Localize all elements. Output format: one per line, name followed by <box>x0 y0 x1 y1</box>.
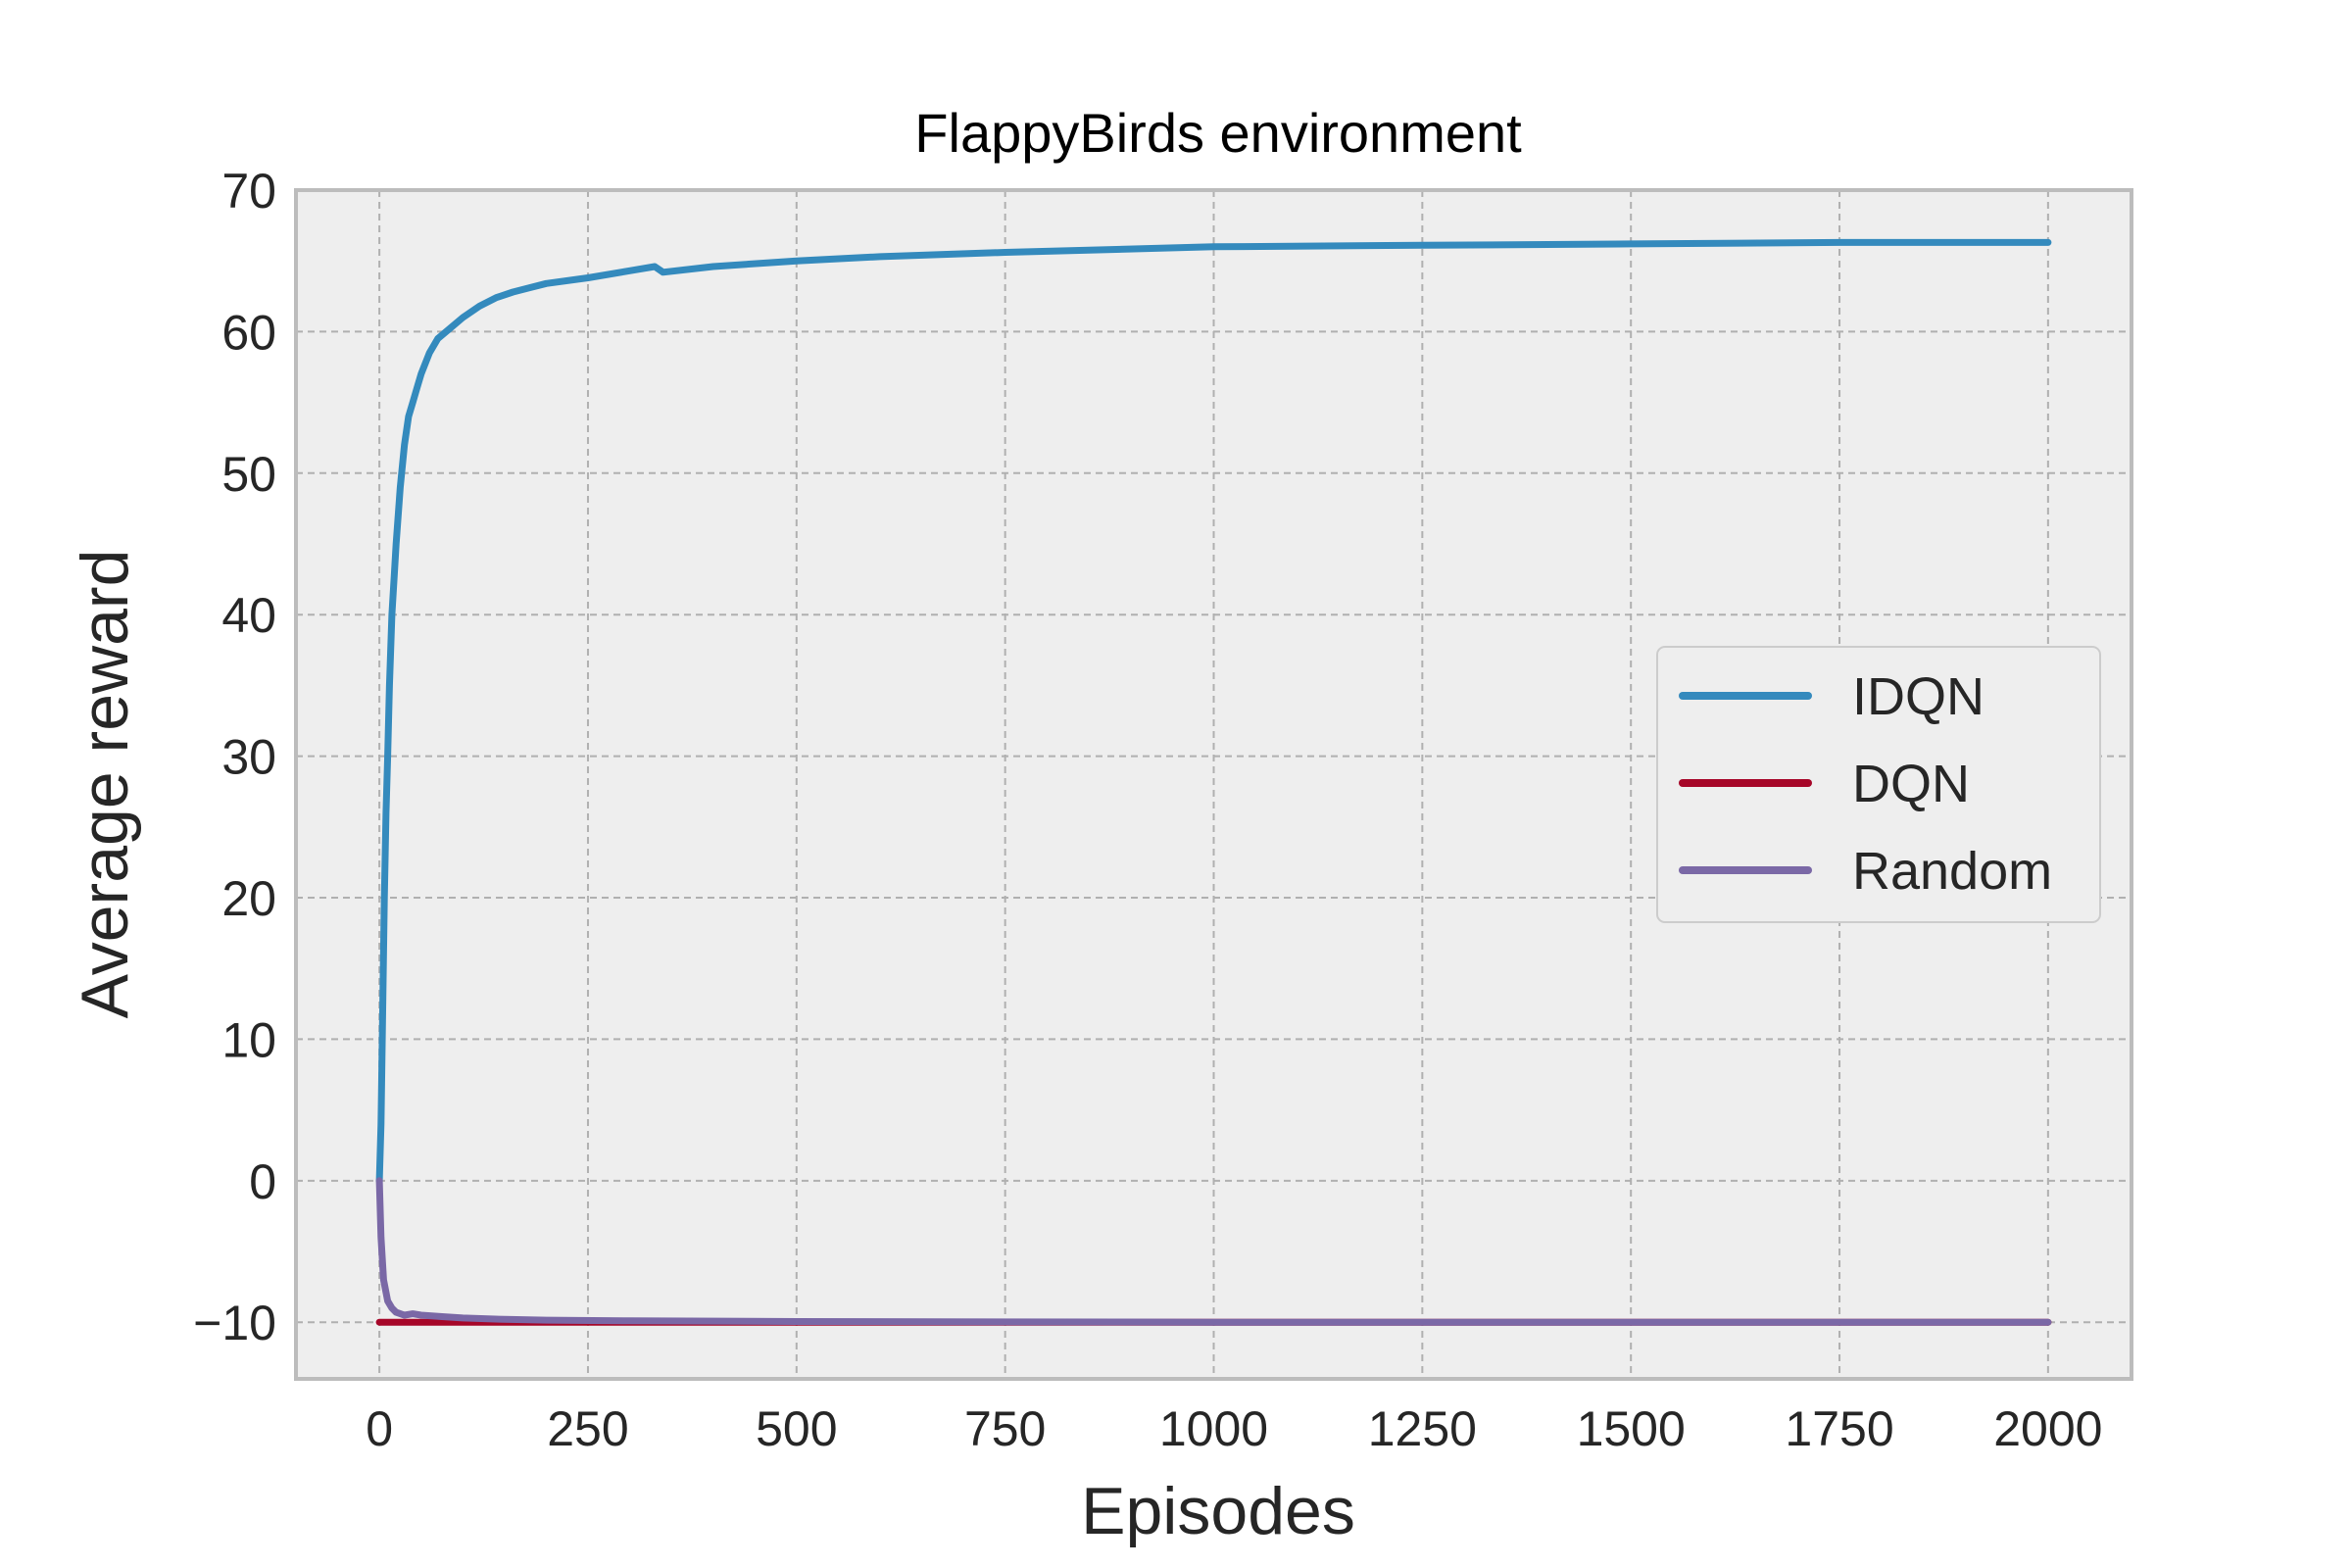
legend-label-random: Random <box>1852 842 2052 901</box>
x-axis-title: Episodes <box>1081 1474 1355 1548</box>
x-tick-label: 500 <box>756 1401 837 1456</box>
plot-frame <box>294 188 2133 1381</box>
legend: IDQN DQN Random <box>1656 646 2101 923</box>
y-tick-label: 40 <box>221 588 276 643</box>
x-tick-label: 2000 <box>1993 1401 2102 1456</box>
x-tick-labels: 0 250 500 750 1000 1250 1500 1750 2000 <box>366 1401 2102 1456</box>
y-tick-label: 0 <box>249 1154 276 1209</box>
y-tick-label: 20 <box>221 871 276 926</box>
x-tick-label: 1750 <box>1785 1401 1893 1456</box>
y-tick-label: 70 <box>221 164 276 219</box>
legend-entries: IDQN DQN Random <box>1679 667 2052 901</box>
series-line-idqn <box>375 238 2052 1185</box>
y-tick-label: −10 <box>193 1296 276 1350</box>
x-tick-label: 1500 <box>1577 1401 1686 1456</box>
series-line-random <box>375 1177 2052 1326</box>
legend-box <box>1656 646 2101 923</box>
y-axis-title: Average reward <box>68 550 142 1019</box>
x-tick-label: 250 <box>547 1401 628 1456</box>
y-tick-label: 50 <box>221 447 276 502</box>
legend-label-dqn: DQN <box>1852 755 1970 813</box>
x-tick-label: 750 <box>964 1401 1046 1456</box>
chart-title: FlappyBirds environment <box>914 102 1522 164</box>
y-tick-label: 30 <box>221 730 276 785</box>
y-tick-label: 10 <box>221 1012 276 1067</box>
y-tick-label: 60 <box>221 305 276 360</box>
x-tick-label: 0 <box>366 1401 393 1456</box>
x-tick-label: 1250 <box>1368 1401 1477 1456</box>
series-lines <box>375 238 2052 1326</box>
x-tick-label: 1000 <box>1159 1401 1268 1456</box>
y-tick-labels: −10 0 10 20 30 40 50 60 70 <box>193 164 276 1350</box>
legend-label-idqn: IDQN <box>1852 667 1984 726</box>
